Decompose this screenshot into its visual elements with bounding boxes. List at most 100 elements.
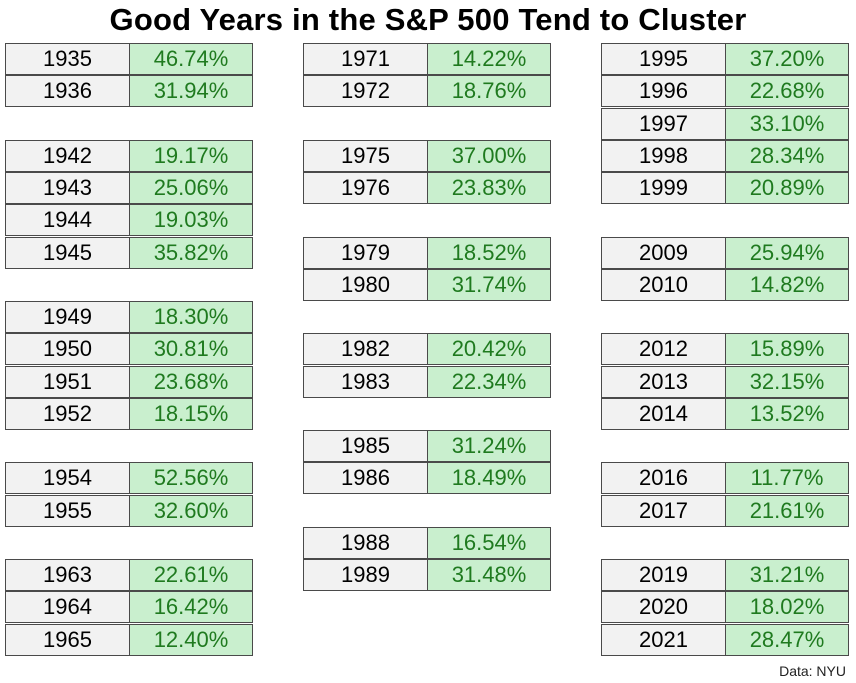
year-cell: 1935 [5,43,130,75]
return-cell: 16.42% [129,591,253,624]
year-cell: 1943 [5,172,130,204]
chart-title: Good Years in the S&P 500 Tend to Cluste… [109,2,747,37]
return-cell: 14.22% [427,43,551,75]
year-cell: 1988 [303,526,428,559]
table-row: 1950 30.81% [5,333,254,366]
return-cell: 52.56% [129,462,253,495]
return-cell: 18.52% [427,236,551,269]
return-cell: 31.21% [725,559,849,591]
table-row: 1951 23.68% [5,365,254,398]
return-cell: 31.94% [129,75,253,108]
return-cell: 18.30% [129,301,253,333]
table-row: 1979 18.52% [303,236,552,269]
year-cell: 1945 [5,236,130,269]
return-cell: 12.40% [129,623,253,656]
year-cell: 1963 [5,559,130,591]
year-cell: 1952 [5,397,130,430]
return-cell: 23.68% [129,365,253,398]
return-cell: 22.68% [725,75,849,108]
year-cell: 1999 [601,172,726,204]
year-cell: 1996 [601,75,726,108]
return-cell: 46.74% [129,43,253,75]
year-cell: 2013 [601,365,726,398]
year-cell: 1954 [5,462,130,495]
table-row: 1954 52.56% [5,462,254,495]
return-cell: 18.02% [725,591,849,624]
table-row: 1989 31.48% [303,559,552,591]
return-cell: 32.15% [725,365,849,398]
return-cell: 21.61% [725,494,849,527]
table-row: 1952 18.15% [5,397,254,430]
year-cell: 1995 [601,43,726,75]
year-cell: 2019 [601,559,726,591]
year-cell: 1972 [303,75,428,108]
table-row: 2021 28.47% [601,623,850,656]
table-row: 2016 11.77% [601,462,850,495]
return-cell: 18.76% [427,75,551,108]
table-row: 2017 21.61% [601,494,850,527]
year-cell: 1944 [5,204,130,237]
table-row: 2020 18.02% [601,591,850,624]
table-row: 1935 46.74% [5,43,254,75]
return-cell: 28.34% [725,139,849,172]
table-row: 1965 12.40% [5,623,254,656]
year-cell: 1936 [5,75,130,108]
table-row: 1945 35.82% [5,236,254,269]
table-row: 1976 23.83% [303,172,552,204]
table-row: 1944 19.03% [5,204,254,237]
return-cell: 15.89% [725,333,849,366]
table-row: 2012 15.89% [601,333,850,366]
table-row: 1949 18.30% [5,301,254,333]
year-cell: 1949 [5,301,130,333]
data-source-credit: Data: NYU [779,663,846,679]
table-row: 1971 14.22% [303,43,552,75]
year-cell: 1997 [601,107,726,140]
year-cell: 1998 [601,139,726,172]
year-cell: 2016 [601,462,726,495]
year-cell: 1983 [303,365,428,398]
year-cell: 2009 [601,236,726,269]
return-cell: 33.10% [725,107,849,140]
year-cell: 1982 [303,333,428,366]
return-cell: 20.42% [427,333,551,366]
return-cell: 22.34% [427,365,551,398]
table-row: 2013 32.15% [601,365,850,398]
return-cell: 35.82% [129,236,253,269]
table-row: 1983 22.34% [303,365,552,398]
table-row: 1963 22.61% [5,559,254,591]
year-cell: 1979 [303,236,428,269]
year-cell: 1985 [303,430,428,462]
table-row: 1995 37.20% [601,43,850,75]
return-cell: 25.94% [725,236,849,269]
return-cell: 13.52% [725,397,849,430]
return-cell: 18.15% [129,397,253,430]
return-cell: 31.24% [427,430,551,462]
year-cell: 1975 [303,139,428,172]
return-cell: 20.89% [725,172,849,204]
year-cell: 1980 [303,268,428,301]
year-cell: 2010 [601,268,726,301]
year-cell: 2020 [601,591,726,624]
year-cell: 1964 [5,591,130,624]
return-cell: 11.77% [725,462,849,495]
year-cell: 1950 [5,333,130,366]
table-row: 1975 37.00% [303,139,552,172]
year-cell: 1976 [303,172,428,204]
return-cell: 18.49% [427,462,551,495]
year-cell: 2017 [601,494,726,527]
return-cell: 14.82% [725,268,849,301]
year-cell: 1965 [5,623,130,656]
table-row: 1982 20.42% [303,333,552,366]
year-cell: 1955 [5,494,130,527]
year-cell: 1971 [303,43,428,75]
return-cell: 19.03% [129,204,253,237]
table-row: 2010 14.82% [601,268,850,301]
return-cell: 22.61% [129,559,253,591]
year-cell: 2021 [601,623,726,656]
table-row: 1980 31.74% [303,268,552,301]
table-row: 1985 31.24% [303,430,552,462]
return-cell: 16.54% [427,526,551,559]
year-cell: 1951 [5,365,130,398]
return-cell: 31.48% [427,559,551,591]
table-row: 1988 16.54% [303,526,552,559]
